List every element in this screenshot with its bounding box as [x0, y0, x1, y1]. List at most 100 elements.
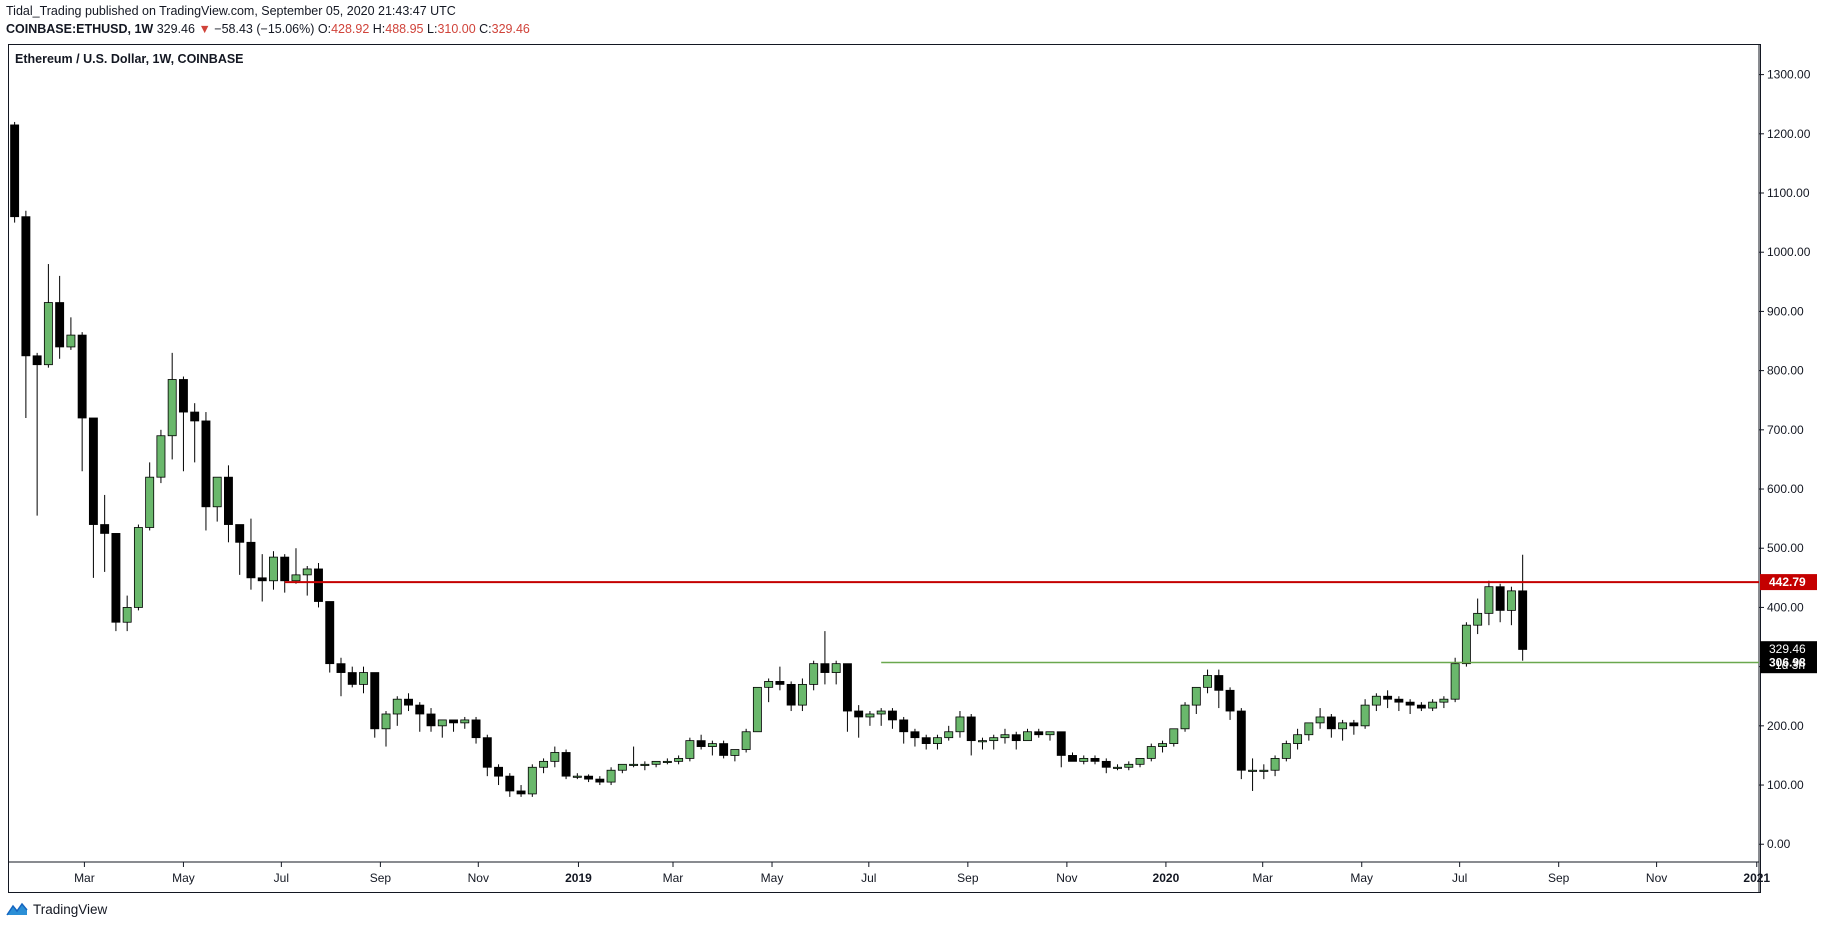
candle-body[interactable]: [741, 731, 751, 750]
candle-body[interactable]: [595, 778, 605, 783]
candle-body[interactable]: [1394, 698, 1404, 703]
candle-body[interactable]: [1360, 704, 1370, 727]
candle-body[interactable]: [640, 763, 650, 766]
candle-body[interactable]: [66, 334, 76, 348]
candle-body[interactable]: [707, 743, 717, 747]
candle-body[interactable]: [359, 672, 368, 685]
author-name[interactable]: Tidal_Trading: [6, 4, 82, 18]
candle-body[interactable]: [854, 710, 864, 718]
candle-body[interactable]: [1011, 734, 1021, 742]
candle-body[interactable]: [539, 760, 549, 768]
candle-body[interactable]: [1146, 746, 1156, 759]
candle-body[interactable]: [1473, 612, 1483, 626]
candle-body[interactable]: [381, 713, 391, 730]
candle-body[interactable]: [1113, 766, 1122, 769]
candle-body[interactable]: [1450, 663, 1460, 700]
candle-body[interactable]: [1349, 722, 1359, 727]
candle-body[interactable]: [291, 574, 301, 582]
candle-body[interactable]: [43, 302, 53, 366]
candle-body[interactable]: [651, 760, 661, 765]
candle-body[interactable]: [55, 302, 65, 348]
candle-body[interactable]: [876, 710, 886, 715]
candle-body[interactable]: [325, 601, 335, 665]
candle-body[interactable]: [1293, 734, 1303, 744]
candle-body[interactable]: [1405, 701, 1415, 706]
candle-body[interactable]: [426, 713, 436, 727]
candle-body[interactable]: [1056, 731, 1066, 756]
candle-body[interactable]: [685, 740, 695, 759]
candle-body[interactable]: [1315, 716, 1325, 724]
candle-body[interactable]: [1461, 624, 1471, 665]
candle-body[interactable]: [797, 683, 807, 706]
candle-body[interactable]: [696, 740, 706, 747]
candle-body[interactable]: [1416, 704, 1426, 709]
candle-body[interactable]: [1203, 675, 1213, 688]
candle-body[interactable]: [1169, 728, 1179, 744]
candle-body[interactable]: [133, 527, 143, 608]
candle-body[interactable]: [561, 752, 571, 777]
candle-body[interactable]: [1338, 722, 1348, 730]
candle-body[interactable]: [1225, 689, 1235, 712]
candle-body[interactable]: [235, 524, 245, 543]
candle-body[interactable]: [336, 663, 346, 673]
candle-body[interactable]: [1506, 590, 1516, 611]
candle-body[interactable]: [1124, 763, 1134, 768]
candle-body[interactable]: [1428, 701, 1438, 709]
candle-body[interactable]: [978, 740, 987, 743]
candle-body[interactable]: [1326, 716, 1336, 730]
candle-body[interactable]: [1383, 695, 1393, 700]
candle-body[interactable]: [606, 769, 616, 783]
candle-body[interactable]: [719, 743, 729, 756]
candle-body[interactable]: [674, 757, 684, 762]
candle-body[interactable]: [482, 737, 492, 768]
chart-frame[interactable]: [8, 44, 1761, 893]
candle-body[interactable]: [122, 607, 132, 623]
candle-body[interactable]: [989, 737, 999, 742]
candle-body[interactable]: [257, 577, 267, 582]
candle-body[interactable]: [178, 379, 188, 413]
candle-body[interactable]: [617, 763, 627, 771]
candle-body[interactable]: [730, 749, 740, 756]
candle-body[interactable]: [944, 731, 954, 739]
candle-body[interactable]: [1045, 731, 1055, 736]
candle-body[interactable]: [100, 524, 110, 534]
candle-body[interactable]: [887, 710, 897, 721]
candle-body[interactable]: [280, 556, 290, 582]
candle-body[interactable]: [302, 568, 312, 576]
candle-body[interactable]: [471, 719, 481, 739]
candle-body[interactable]: [899, 719, 909, 733]
candle-body[interactable]: [1214, 675, 1224, 691]
candle-body[interactable]: [246, 541, 256, 579]
candle-body[interactable]: [752, 686, 762, 733]
candle-body[interactable]: [347, 672, 357, 685]
candle-body[interactable]: [820, 663, 830, 673]
candle-body[interactable]: [111, 533, 121, 623]
candle-body[interactable]: [392, 698, 402, 715]
candle-body[interactable]: [1270, 757, 1280, 771]
candle-body[interactable]: [550, 752, 560, 762]
candle-body[interactable]: [77, 334, 87, 419]
candle-body[interactable]: [933, 737, 942, 744]
candle-body[interactable]: [21, 216, 31, 357]
candle-body[interactable]: [1023, 731, 1032, 742]
candle-body[interactable]: [314, 568, 323, 602]
candle-body[interactable]: [494, 766, 504, 777]
candle-body[interactable]: [437, 719, 447, 727]
candle-body[interactable]: [775, 681, 785, 685]
candle-body[interactable]: [1158, 743, 1167, 747]
candle-body[interactable]: [1484, 586, 1494, 614]
candle-body[interactable]: [370, 672, 380, 730]
candle-body[interactable]: [831, 663, 841, 673]
candle-body[interactable]: [1259, 769, 1269, 772]
candle-body[interactable]: [955, 716, 965, 733]
candle-body[interactable]: [1248, 769, 1258, 772]
candle-body[interactable]: [224, 476, 233, 525]
candle-body[interactable]: [764, 681, 774, 688]
candle-body[interactable]: [1439, 698, 1449, 703]
candle-body[interactable]: [269, 556, 278, 582]
footer-brand[interactable]: TradingView: [6, 901, 107, 917]
candle-body[interactable]: [460, 719, 470, 724]
candle-body[interactable]: [572, 775, 582, 778]
candle-body[interactable]: [1191, 686, 1201, 706]
